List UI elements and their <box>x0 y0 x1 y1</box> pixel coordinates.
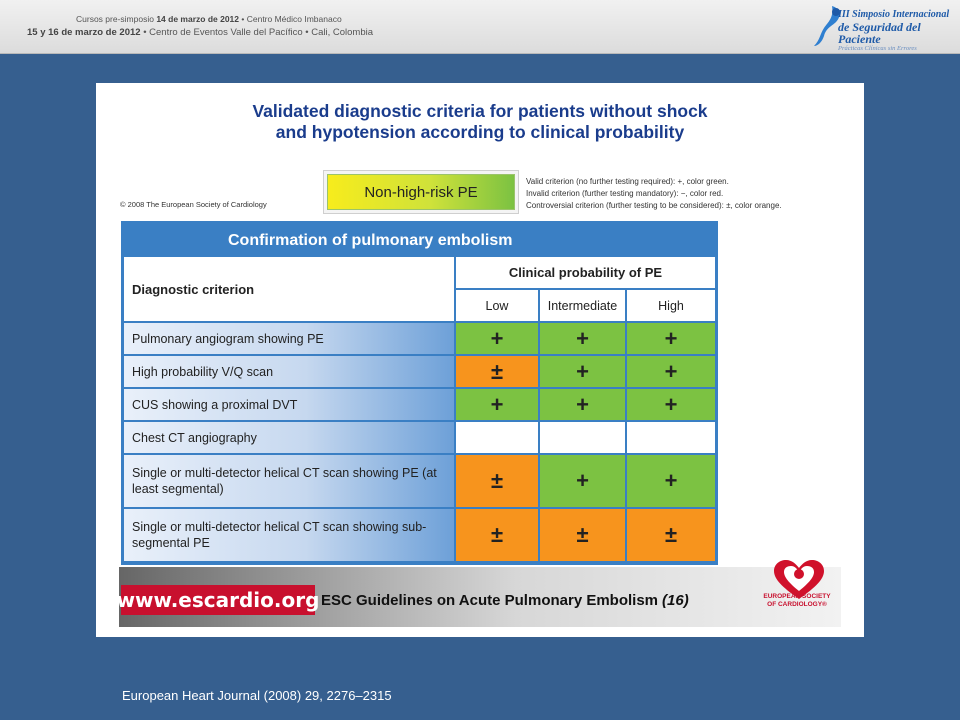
value-cell-low: ± <box>454 356 538 389</box>
title-line1: Validated diagnostic criteria for patien… <box>252 101 708 121</box>
symposium-logo-text: III Simposio Internacional de Seguridad … <box>838 9 958 53</box>
strip-reference: (16) <box>662 592 689 609</box>
logo-line1: III Simposio Internacional <box>838 9 950 20</box>
value-cell-high: + <box>625 323 715 356</box>
column-header-intermediate: Intermediate <box>538 290 625 323</box>
journal-citation: European Heart Journal (2008) 29, 2276–2… <box>122 688 392 703</box>
event-line: 15 y 16 de marzo de 2012 • Centro de Eve… <box>27 27 373 38</box>
slide-panel: Validated diagnostic criteria for patien… <box>96 83 864 637</box>
value-cell-low: ± <box>454 509 538 563</box>
value-cell-low <box>454 422 538 455</box>
table-row: CUS showing a proximal DVT + + + <box>124 389 715 422</box>
table-row: Single or multi-detector helical CT scan… <box>124 455 715 509</box>
criterion-label: Pulmonary angiogram showing PE <box>124 323 454 356</box>
value-cell-high: + <box>625 455 715 509</box>
logo-line3: Prácticas Clínicas sin Errores <box>838 44 917 52</box>
value-cell-intermediate: + <box>538 356 625 389</box>
value-cell-low: ± <box>454 455 538 509</box>
precourse-line: Cursos pre-simposio 14 de marzo de 2012 … <box>76 14 342 24</box>
column-header-high: High <box>625 290 715 323</box>
value-cell-intermediate: + <box>538 389 625 422</box>
value-cell-intermediate <box>538 422 625 455</box>
criterion-label: Single or multi-detector helical CT scan… <box>124 455 454 509</box>
table-heading: Confirmation of pulmonary embolism <box>124 224 715 257</box>
criterion-label: Chest CT angiography <box>124 422 454 455</box>
risk-category-box: Non-high-risk PE <box>323 170 519 214</box>
value-cell-high: + <box>625 389 715 422</box>
esc-logo-text: EUROPEAN SOCIETY OF CARDIOLOGY® <box>763 593 831 608</box>
logo-line2: de Seguridad del Paciente <box>838 19 921 47</box>
legend: Valid criterion (no further testing requ… <box>526 176 782 212</box>
value-cell-intermediate: + <box>538 323 625 356</box>
title-line2: and hypotension according to clinical pr… <box>275 122 685 142</box>
escardio-link[interactable]: www.escardio.org <box>117 585 319 615</box>
precourse-label: Cursos pre-simposio <box>76 14 154 24</box>
slide-title: Validated diagnostic criteria for patien… <box>96 101 864 143</box>
event-date: 15 y 16 de marzo de 2012 <box>27 27 141 38</box>
table-row: Chest CT angiography <box>124 422 715 455</box>
criterion-label: Single or multi-detector helical CT scan… <box>124 509 454 563</box>
table-row: Single or multi-detector helical CT scan… <box>124 509 715 563</box>
table-row: Pulmonary angiogram showing PE + + + <box>124 323 715 356</box>
table-row: High probability V/Q scan ± + + <box>124 356 715 389</box>
strip-title: ESC Guidelines on Acute Pulmonary Emboli… <box>321 592 689 609</box>
copyright-notice: © 2008 The European Society of Cardiolog… <box>120 200 267 209</box>
legend-valid: Valid criterion (no further testing requ… <box>526 177 729 186</box>
criterion-label: High probability V/Q scan <box>124 356 454 389</box>
value-cell-high: ± <box>625 509 715 563</box>
value-cell-intermediate: + <box>538 455 625 509</box>
value-cell-low: + <box>454 389 538 422</box>
value-cell-low: + <box>454 323 538 356</box>
event-venue: • Centro de Eventos Valle del Pacífico •… <box>143 27 374 38</box>
criteria-table: Confirmation of pulmonary embolism Diagn… <box>121 221 718 565</box>
symposium-logo-icon <box>814 6 840 46</box>
legend-controversial: Controversial criterion (further testing… <box>526 201 782 210</box>
value-cell-high <box>625 422 715 455</box>
strip-title-text: ESC Guidelines on Acute Pulmonary Emboli… <box>321 592 659 609</box>
precourse-venue: • Centro Médico Imbanaco <box>241 14 342 24</box>
probability-header: Clinical probability of PE <box>454 257 715 290</box>
header-banner: Cursos pre-simposio 14 de marzo de 2012 … <box>0 0 960 54</box>
legend-invalid: Invalid criterion (further testing manda… <box>526 189 724 198</box>
criterion-label: CUS showing a proximal DVT <box>124 389 454 422</box>
column-header-low: Low <box>454 290 538 323</box>
precourse-date: 14 de marzo de 2012 <box>156 14 240 24</box>
value-cell-intermediate: ± <box>538 509 625 563</box>
risk-category-label: Non-high-risk PE <box>327 174 515 210</box>
guidelines-strip: www.escardio.org ESC Guidelines on Acute… <box>117 567 841 627</box>
esc-heart-logo-icon <box>774 560 824 599</box>
criterion-header: Diagnostic criterion <box>124 257 454 323</box>
value-cell-high: + <box>625 356 715 389</box>
